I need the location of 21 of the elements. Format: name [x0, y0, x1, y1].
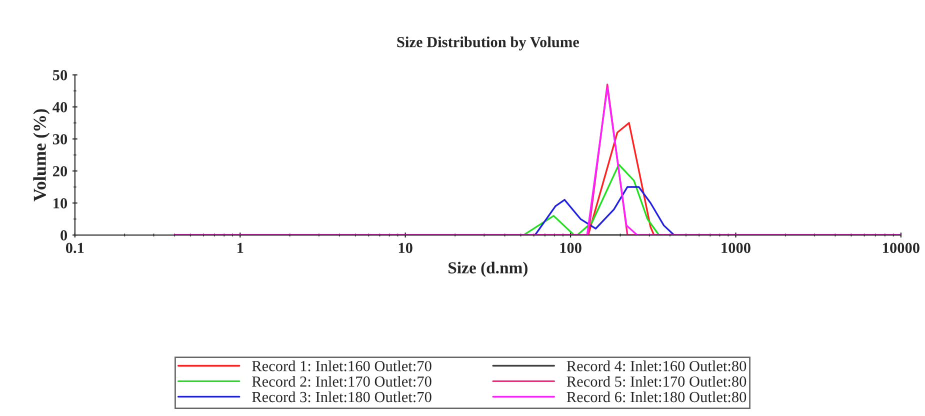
- x-tick-label: 10: [398, 242, 412, 254]
- x-axis-title: Size (d.nm): [448, 262, 528, 277]
- x-tick-label: 0.1: [66, 242, 84, 254]
- legend-label: Record 5: Inlet:170 Outlet:80: [566, 376, 746, 387]
- legend-label: Record 1: Inlet:160 Outlet:70: [252, 360, 432, 372]
- x-tick-label: 10000: [883, 242, 920, 254]
- x-tick-label: 1: [238, 242, 244, 253]
- x-tick-label: 1000: [722, 242, 750, 254]
- chart-title: Size Distribution by Volume: [397, 36, 580, 50]
- y-axis-title: Volume (%): [33, 109, 50, 202]
- y-tick-label: 20: [53, 166, 68, 176]
- legend-label: Record 3: Inlet:180 Outlet:70: [252, 391, 432, 402]
- legend-label: Record 2: Inlet:170 Outlet:70: [252, 376, 432, 387]
- y-tick-label: 50: [52, 70, 68, 80]
- x-tick-label: 100: [560, 242, 582, 254]
- y-tick-label: 0: [60, 230, 68, 240]
- y-tick-label: 40: [52, 102, 68, 112]
- y-tick-label: 10: [54, 198, 68, 208]
- y-tick-label: 30: [52, 134, 68, 144]
- legend-label: Record 4: Inlet:160 Outlet:80: [566, 360, 746, 372]
- legend-label: Record 6: Inlet:180 Outlet:80: [566, 391, 746, 402]
